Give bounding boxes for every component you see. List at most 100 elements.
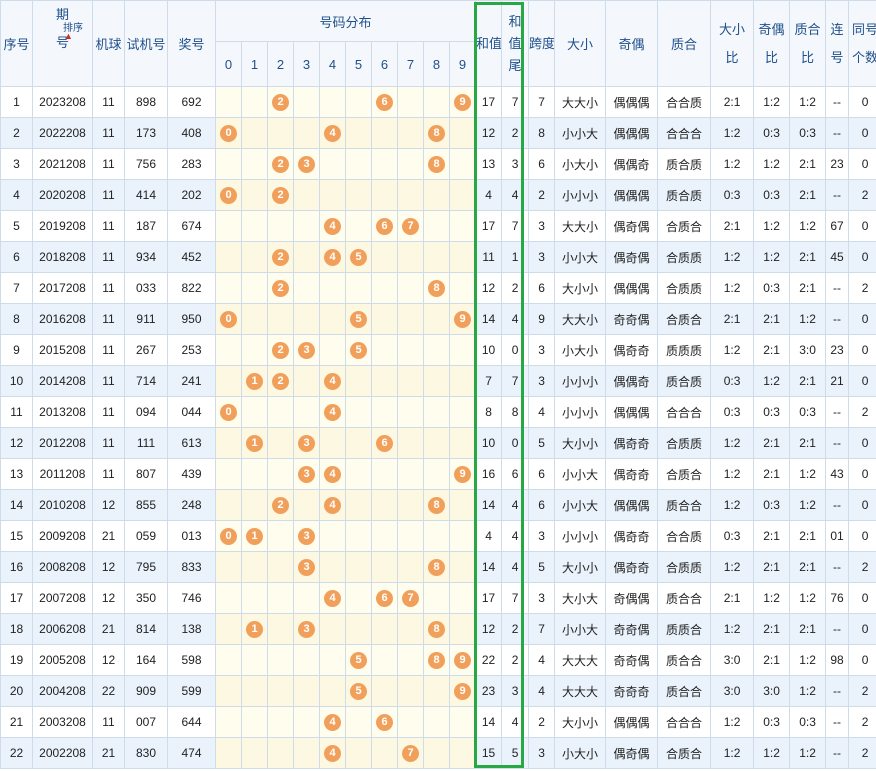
dist-cell <box>423 427 450 459</box>
cell-seq: 9 <box>0 334 33 366</box>
dist-cell: 7 <box>397 737 424 769</box>
dist-cell <box>397 520 424 552</box>
cell-machine: 11 <box>92 272 125 304</box>
number-ball: 8 <box>428 558 445 576</box>
dist-cell <box>397 489 424 521</box>
header-prime-comp-ratio: 质合 比 <box>789 0 827 87</box>
cell-bs: 1:2 <box>710 148 755 180</box>
header-seq: 序号 <box>0 0 33 87</box>
dist-cell <box>267 613 294 645</box>
dist-cell <box>371 396 398 428</box>
header-size-label: 大小 <box>567 37 594 52</box>
table-row: 6 2018208 11 934 452 2 4 5 11 1 3 小小大 偶奇偶 合质质 1:2 1:2 2:… <box>0 241 876 273</box>
cell-seq: 3 <box>0 148 33 180</box>
header-period[interactable]: 期 号 排序 ▲ <box>32 0 93 87</box>
dist-cell <box>345 210 372 242</box>
cell-period: 2006208 <box>32 613 93 645</box>
dist-cell <box>241 86 268 118</box>
header-digit: 1 <box>241 41 268 87</box>
dist-cell: 0 <box>215 179 242 211</box>
cell-trial: 714 <box>124 365 168 397</box>
dist-cell <box>345 489 372 521</box>
cell-tail: 2 <box>501 117 530 149</box>
cell-parity: 偶奇奇 <box>605 458 659 490</box>
dist-cell: 9 <box>448 86 477 118</box>
dist-cell <box>293 737 320 769</box>
dist-cell: 8 <box>423 644 450 676</box>
cell-award: 613 <box>167 427 216 459</box>
cell-machine: 11 <box>92 179 125 211</box>
header-period-bottom: 号 <box>55 35 69 50</box>
dist-cell: 4 <box>319 737 346 769</box>
cell-span: 6 <box>528 148 556 180</box>
dist-cell <box>293 365 320 397</box>
arrow-up-icon[interactable]: ▲ <box>64 31 73 41</box>
cell-size: 小小大 <box>554 613 607 645</box>
dist-cell <box>267 582 294 614</box>
cell-bs: 1:2 <box>710 613 755 645</box>
cell-tail: 7 <box>501 86 530 118</box>
cell-span: 9 <box>528 303 556 335</box>
dist-cell <box>215 86 242 118</box>
dist-cell <box>448 582 477 614</box>
dist-cell <box>345 365 372 397</box>
number-ball: 4 <box>324 248 341 266</box>
cell-tail: 2 <box>501 272 530 304</box>
table-row: 15 2009208 21 059 013 0 1 3 4 4 3 小小小 偶奇奇 合合质 0:3 2:1 2:… <box>0 520 876 552</box>
number-ball: 6 <box>376 434 393 452</box>
dist-cell <box>423 675 450 707</box>
cell-tail: 7 <box>501 210 530 242</box>
header-sum-tail: 和 值 尾 <box>501 0 530 87</box>
number-ball: 2 <box>272 496 289 514</box>
cell-sum: 14 <box>475 303 503 335</box>
cell-trial: 807 <box>124 458 168 490</box>
cell-consec: -- <box>825 551 850 583</box>
cell-bs: 1:2 <box>710 241 755 273</box>
dist-cell <box>397 706 424 738</box>
number-ball: 4 <box>324 372 341 390</box>
number-ball: 3 <box>298 527 315 545</box>
header-digit: 4 <box>319 41 346 87</box>
cell-oe: 2:1 <box>753 520 791 552</box>
cell-same: 0 <box>848 489 876 521</box>
cell-seq: 19 <box>0 644 33 676</box>
cell-machine: 11 <box>92 303 125 335</box>
cell-bs: 2:1 <box>710 303 755 335</box>
number-ball: 5 <box>350 341 367 359</box>
dist-cell <box>423 365 450 397</box>
dist-cell: 3 <box>293 148 320 180</box>
table-row: 10 2014208 11 714 241 1 2 4 7 7 3 小小小 偶偶奇 质合质 0:3 1:2 2:… <box>0 365 876 397</box>
sort-button[interactable]: 排序 <box>63 23 83 34</box>
table-row: 12 2012208 11 111 613 1 3 6 10 0 5 大小小 偶奇奇 合质质 1:2 2:1 2… <box>0 427 876 459</box>
number-ball: 5 <box>350 651 367 669</box>
cell-machine: 21 <box>92 613 125 645</box>
cell-same: 2 <box>848 737 876 769</box>
cell-bs: 3:0 <box>710 675 755 707</box>
dist-cell <box>448 117 477 149</box>
cell-span: 3 <box>528 520 556 552</box>
cell-sum: 12 <box>475 613 503 645</box>
cell-bs: 1:2 <box>710 489 755 521</box>
header-odd-even-ratio: 奇偶 比 <box>753 0 791 87</box>
header-same-count-bot: 个数 <box>852 49 876 65</box>
number-ball: 6 <box>376 713 393 731</box>
header-prime-label: 质合 <box>671 37 698 52</box>
dist-cell: 6 <box>371 706 398 738</box>
dist-cell: 8 <box>423 117 450 149</box>
dist-cell <box>397 458 424 490</box>
cell-bs: 0:3 <box>710 520 755 552</box>
cell-bs: 1:2 <box>710 427 755 459</box>
cell-sum: 16 <box>475 458 503 490</box>
cell-bs: 0:3 <box>710 179 755 211</box>
cell-parity: 偶奇奇 <box>605 427 659 459</box>
cell-size: 小大小 <box>554 737 607 769</box>
dist-cell <box>241 241 268 273</box>
cell-pc: 1:2 <box>789 86 827 118</box>
number-ball: 8 <box>428 155 445 173</box>
cell-oe: 0:3 <box>753 117 791 149</box>
cell-consec: -- <box>825 117 850 149</box>
cell-period: 2014208 <box>32 365 93 397</box>
dist-cell: 2 <box>267 365 294 397</box>
cell-tail: 7 <box>501 365 530 397</box>
cell-same: 0 <box>848 365 876 397</box>
